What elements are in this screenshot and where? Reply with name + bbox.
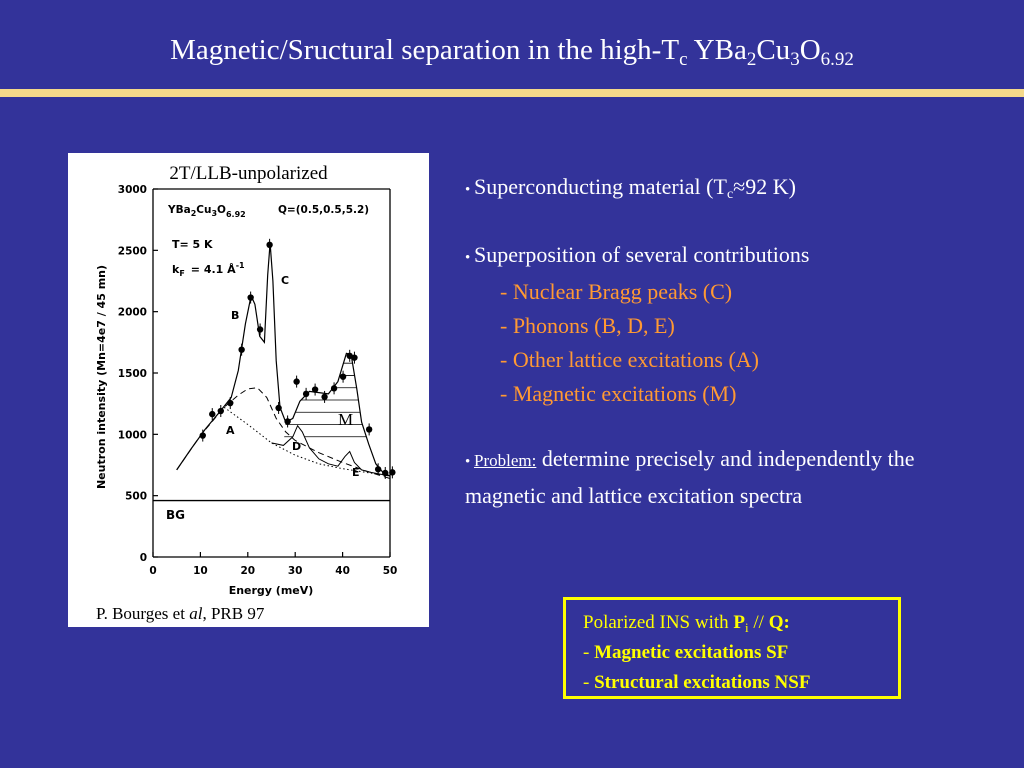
x-tick-label: 10: [193, 565, 208, 577]
contribution-item: - Magnetic excitations (M): [500, 381, 737, 406]
phonon-curve: [271, 424, 391, 477]
x-tick-label: 0: [149, 565, 156, 577]
data-point: [247, 294, 254, 301]
title-formula-3: O: [799, 34, 821, 66]
y-tick-label: 500: [125, 491, 147, 503]
title-sub-o: 6.92: [820, 49, 854, 70]
title-sub-2: 2: [746, 49, 757, 70]
q-vector: Q=(0.5,0.5,5.2): [278, 204, 369, 216]
y-axis-label: Neutron intensity (Mn=4e7 / 45 mn): [95, 265, 108, 489]
bullet-problem: • Problem: determine precisely and indep…: [465, 446, 915, 508]
title-divider: [0, 89, 1024, 97]
box-line-1: Polarized INS with Pi // Q:: [583, 612, 790, 635]
data-point: [238, 346, 245, 353]
data-point: [302, 390, 310, 398]
data-point: [351, 354, 358, 361]
data-point: [382, 469, 389, 477]
figure-citation: P. Bourges et al, PRB 97: [96, 604, 265, 623]
title-formula-2: Cu: [756, 34, 791, 66]
box-line-2: - Magnetic excitations SF: [583, 642, 789, 663]
data-point: [227, 399, 234, 407]
data-point: [365, 426, 373, 433]
contribution-item: - Other lattice excitations (A): [500, 347, 760, 372]
panel-formula: YBa2Cu3O6.92: [167, 204, 246, 219]
kf-value: kF = 4.1 Å-1: [172, 261, 245, 278]
data-point: [217, 407, 224, 415]
peak-label-e: E: [352, 466, 360, 479]
title-sub-c: c: [679, 49, 688, 70]
title-main: Magnetic/Sructural separation in the hig…: [170, 34, 680, 66]
data-point: [330, 385, 338, 392]
y-tick-label: 1500: [118, 368, 147, 380]
x-tick-label: 40: [335, 565, 350, 577]
temperature: T= 5 K: [172, 238, 213, 251]
polarized-ins-box: Polarized INS with Pi // Q: - Magnetic e…: [563, 597, 901, 699]
peak-label-c: C: [281, 274, 289, 287]
contribution-item: - Phonons (B, D, E): [500, 313, 675, 338]
peak-label-d: D: [292, 440, 301, 453]
bullet-superposition: • Superposition of several contributions: [465, 242, 810, 267]
data-point: [374, 466, 382, 473]
figure-top-label: 2T/LLB-unpolarized: [169, 163, 328, 184]
data-point: [199, 432, 206, 439]
data-point: [266, 241, 273, 249]
y-tick-label: 2500: [118, 245, 147, 257]
data-point: [256, 326, 264, 333]
bullet-list: • Superconducting material (Tc≈92 K) • S…: [465, 170, 945, 513]
y-tick-label: 1000: [118, 429, 147, 441]
peak-label-m: M: [338, 410, 353, 429]
x-axis-label: Energy (meV): [229, 584, 314, 597]
y-tick-label: 0: [140, 552, 147, 564]
data-point: [284, 418, 291, 425]
bg-label: BG: [166, 508, 185, 522]
data-point: [339, 373, 347, 380]
data-point: [209, 410, 216, 418]
x-tick-label: 50: [383, 565, 398, 577]
y-tick-label: 3000: [118, 184, 147, 196]
contribution-item: - Nuclear Bragg peaks (C): [500, 279, 733, 304]
data-point: [293, 378, 300, 385]
data-point: [389, 469, 396, 476]
bullet-superconducting: • Superconducting material (Tc≈92 K): [465, 174, 796, 202]
box-line-3: - Structural excitations NSF: [583, 672, 811, 693]
slide-title: Magnetic/Sructural separation in the hig…: [0, 34, 1024, 70]
x-tick-label: 30: [288, 565, 303, 577]
y-tick-label: 2000: [118, 307, 147, 319]
x-tick-label: 20: [240, 565, 255, 577]
figure-panel: 0 500 1000 1500 2000 2500 3000 0 10 20 30 40 50 BG …: [68, 153, 429, 627]
dashed-curve: [176, 387, 391, 479]
peak-label-a: A: [226, 424, 235, 437]
title-formula-1: YBa: [687, 34, 747, 66]
data-point: [275, 404, 282, 412]
data-point: [311, 386, 319, 393]
peak-label-b: B: [231, 309, 239, 322]
data-point: [321, 393, 328, 401]
title-sub-3: 3: [790, 49, 800, 70]
problem-label: Problem:: [474, 451, 537, 470]
